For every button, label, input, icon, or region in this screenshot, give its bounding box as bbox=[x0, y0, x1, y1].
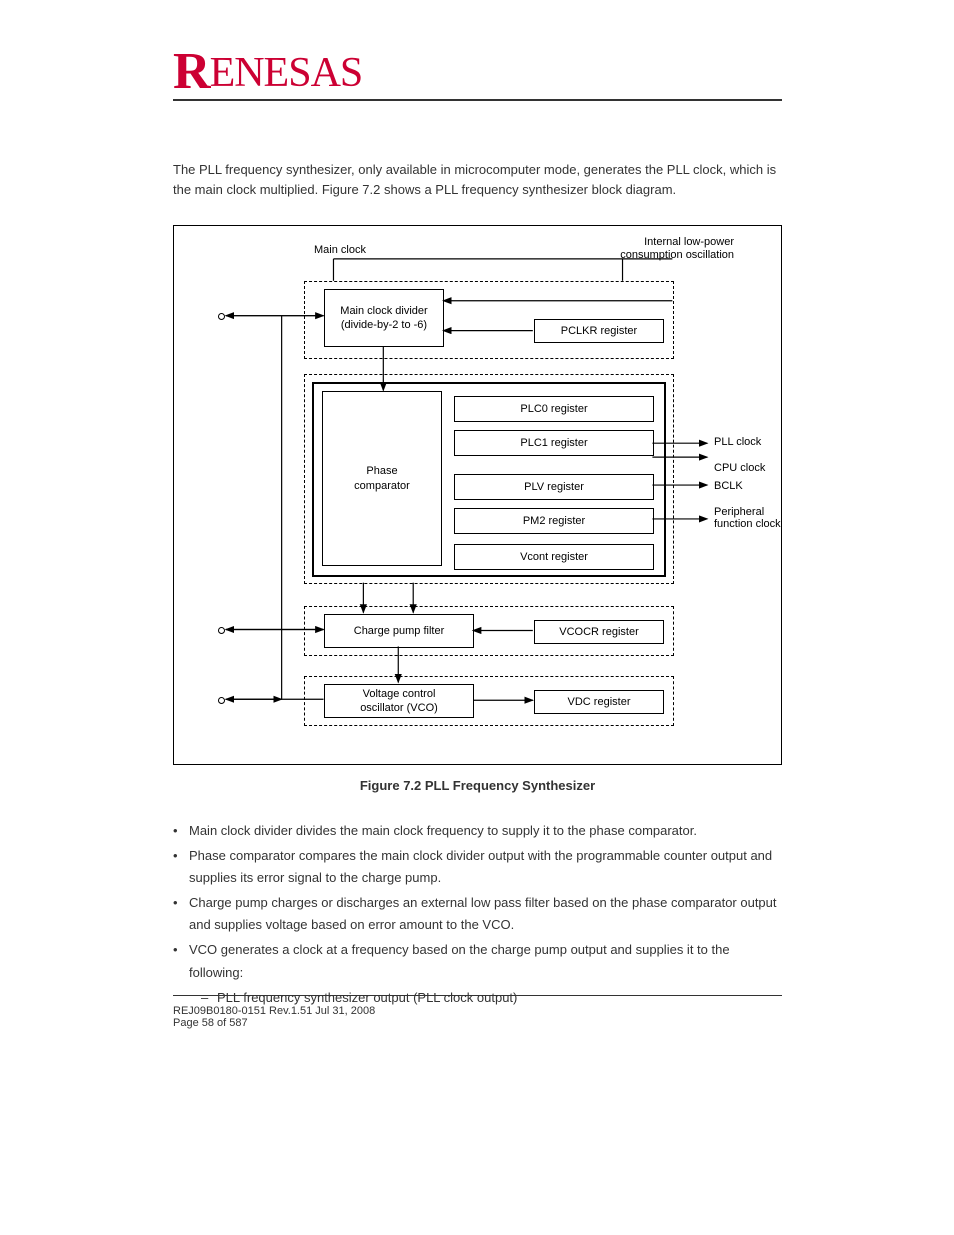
label-bclk: BCLK bbox=[714, 480, 743, 492]
header-rule bbox=[173, 99, 782, 101]
label-cpu-clock: CPU clock bbox=[714, 462, 765, 474]
block-vcont: Vcont register bbox=[454, 544, 654, 570]
figure-caption: Figure 7.2 PLL Frequency Synthesizer bbox=[173, 778, 782, 793]
intro-paragraph: The PLL frequency synthesizer, only avai… bbox=[173, 160, 782, 199]
bullet-text: Phase comparator compares the main clock… bbox=[189, 845, 782, 889]
footer-rev: REJ09B0180-0151 Rev.1.51 Jul 31, 2008 bbox=[173, 1005, 375, 1017]
block-main-divider: Main clock divider (divide-by-2 to -6) bbox=[324, 289, 444, 347]
block-vco: Voltage control oscillator (VCO) bbox=[324, 684, 474, 718]
bullet-list: •Main clock divider divides the main clo… bbox=[173, 820, 782, 1012]
footer-rule bbox=[173, 995, 782, 996]
bullet-text: VCO generates a clock at a frequency bas… bbox=[189, 939, 782, 983]
block-plc1: PLC1 register bbox=[454, 430, 654, 456]
logo: RRENESASENESAS bbox=[173, 40, 362, 99]
block-vcocr: VCOCR register bbox=[534, 620, 664, 644]
block-vdc: VDC register bbox=[534, 690, 664, 714]
list-item: •Charge pump charges or discharges an ex… bbox=[173, 892, 782, 936]
block-pclkr: PCLKR register bbox=[534, 319, 664, 343]
pin-vcont bbox=[218, 313, 225, 320]
pin-cpf bbox=[218, 627, 225, 634]
label-internal-lp: Internal low-power consumption oscillati… bbox=[594, 236, 734, 262]
list-item: •VCO generates a clock at a frequency ba… bbox=[173, 939, 782, 983]
block-diagram: Main clock Internal low-power consumptio… bbox=[173, 225, 782, 765]
block-pm2: PM2 register bbox=[454, 508, 654, 534]
bullet-text: Main clock divider divides the main cloc… bbox=[189, 820, 697, 842]
label-pll-clock: PLL clock bbox=[714, 436, 761, 448]
footer-left: REJ09B0180-0151 Rev.1.51 Jul 31, 2008 Pa… bbox=[173, 1005, 375, 1029]
list-item: •Phase comparator compares the main cloc… bbox=[173, 845, 782, 889]
block-plv: PLV register bbox=[454, 474, 654, 500]
label-periph-clock: Peripheral function clock bbox=[714, 506, 784, 530]
pin-vco bbox=[218, 697, 225, 704]
bullet-text: Charge pump charges or discharges an ext… bbox=[189, 892, 782, 936]
block-charge-pump: Charge pump filter bbox=[324, 614, 474, 648]
block-phase-comparator: Phase comparator bbox=[322, 391, 442, 566]
label-main-clock: Main clock bbox=[314, 244, 366, 256]
list-item: •Main clock divider divides the main clo… bbox=[173, 820, 782, 842]
footer-page: Page 58 of 587 bbox=[173, 1017, 375, 1029]
block-plc0: PLC0 register bbox=[454, 396, 654, 422]
